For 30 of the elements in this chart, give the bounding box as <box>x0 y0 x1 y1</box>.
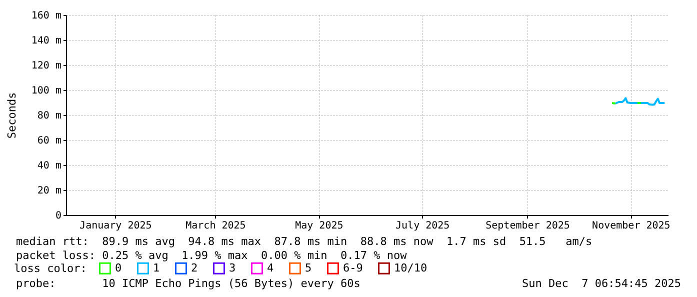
y-tick-label: 100 m <box>31 86 62 96</box>
y-tick-label: 160 m <box>31 10 62 22</box>
y-tick-label: 120 m <box>31 60 62 72</box>
text: Sun Dec 7 06:54:45 2025 <box>522 277 681 290</box>
y-tick-label: 40 m <box>37 160 62 172</box>
x-tick-label: September 2025 <box>486 220 570 232</box>
legend-label: 1 <box>153 261 160 274</box>
x-tick-label: July 2025 <box>396 220 450 232</box>
x-tick-label: November 2025 <box>592 220 670 232</box>
legend-label: 4 <box>267 261 274 274</box>
legend-title: loss color: <box>14 262 87 275</box>
y-tick-label: 80 m <box>37 110 62 122</box>
legend-label: 6-9 <box>343 261 363 274</box>
x-tick-label: January 2025 <box>80 220 152 232</box>
legend-label: 3 <box>229 261 236 274</box>
y-tick-label: 60 m <box>37 136 62 146</box>
text: packet loss: 0.25 % avg 1.99 % max 0.00 % min 0.17 % now <box>16 249 407 262</box>
text: median rtt: 89.9 ms avg 94.8 ms max 87.8 ms min 88.8 ms now 1.7 ms sd 51.5 am/s <box>16 235 592 248</box>
legend-label: 10/10 <box>394 261 428 274</box>
y-tick-label: 20 m <box>37 186 62 196</box>
x-tick-label: March 2025 <box>186 220 246 232</box>
legend-label: 0 <box>115 261 122 274</box>
text: probe: 10 ICMP Echo Pings (56 Bytes) every 60s <box>16 277 360 290</box>
y-tick-label: 0 <box>55 210 62 222</box>
legend-label: 5 <box>305 261 312 274</box>
y-axis-title: Seconds <box>5 92 18 139</box>
line-series <box>614 97 666 106</box>
legend-label: 2 <box>191 261 198 274</box>
y-tick-label: 140 m <box>31 36 62 46</box>
x-tick-label: May 2025 <box>295 220 344 232</box>
